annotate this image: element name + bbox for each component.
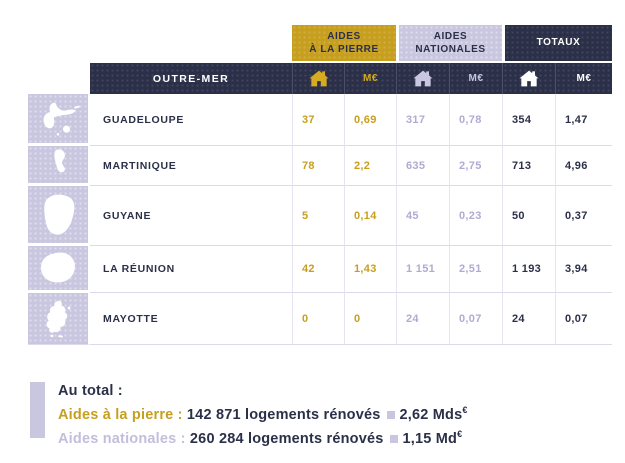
euro-superscript: € — [462, 405, 468, 415]
house-icon — [519, 70, 539, 87]
table-cell: 24 — [502, 293, 555, 345]
totaux-dwellings-column-header — [502, 63, 555, 94]
table-cell: 0,37 — [555, 186, 612, 246]
pierre-amount-column-header: M€ — [344, 63, 396, 94]
table-cell: 1,47 — [555, 94, 612, 146]
unit-label: M€ — [363, 73, 378, 84]
guyane-map-icon — [28, 186, 90, 246]
table-cell: 2,75 — [449, 146, 502, 186]
table-cell: 0,07 — [449, 293, 502, 345]
summary-line-pierre: Aides à la pierre : 142 871 logements ré… — [58, 401, 468, 425]
summary-accent-bar — [30, 382, 45, 438]
table-cell: 42 — [292, 246, 344, 293]
table-row-name: MAYOTTE — [90, 293, 292, 345]
unit-label: M€ — [576, 73, 592, 84]
table-cell: 635 — [396, 146, 449, 186]
house-icon — [308, 70, 329, 87]
summary-title: Au total : — [58, 383, 123, 399]
outre-mer-header: OUTRE-MER — [90, 63, 292, 94]
summary-label-pierre: Aides à la pierre : — [58, 406, 183, 423]
table-cell: 1 151 — [396, 246, 449, 293]
table-cell: 1 193 — [502, 246, 555, 293]
group-label-line: NATIONALES — [415, 44, 486, 55]
table-cell: 0 — [344, 293, 396, 345]
summary-label-nationales: Aides nationales : — [58, 430, 186, 447]
table-row-name: MARTINIQUE — [90, 146, 292, 186]
table-row-name: GUADELOUPE — [90, 94, 292, 146]
group-label-line: À LA PIERRE — [309, 44, 379, 55]
table-cell: 0,14 — [344, 186, 396, 246]
table-cell: 0,07 — [555, 293, 612, 345]
outre-mer-label: OUTRE-MER — [152, 72, 230, 85]
table-cell: 3,94 — [555, 246, 612, 293]
pierre-dwellings-column-header — [292, 63, 344, 94]
table-row-name: GUYANE — [90, 186, 292, 246]
table-cell: 45 — [396, 186, 449, 246]
table-cell: 0 — [292, 293, 344, 345]
euro-superscript: € — [457, 428, 463, 439]
square-separator-icon — [386, 410, 395, 419]
table-cell: 713 — [502, 146, 555, 186]
summary-text-pierre: 142 871 logements rénovés — [186, 406, 381, 423]
table-cell: 5 — [292, 186, 344, 246]
guadeloupe-map-icon — [28, 94, 90, 146]
table-cell: 0,69 — [344, 94, 396, 146]
totaux-amount-column-header: M€ — [555, 63, 612, 94]
summary-text-nationales: 260 284 logements rénovés — [189, 430, 384, 447]
table-cell: 354 — [502, 94, 555, 146]
table-cell: 50 — [502, 186, 555, 246]
table-cell: 2,2 — [344, 146, 396, 186]
column-group-totaux: TOTAUX — [502, 25, 612, 63]
martinique-map-icon — [28, 146, 90, 186]
group-label-line: AIDES — [327, 30, 361, 42]
mayotte-map-icon — [28, 293, 90, 345]
group-label-line: AIDES — [433, 30, 468, 42]
summary-amount-nationales: 1,15 Md — [402, 430, 458, 447]
group-label-line: TOTAUX — [536, 37, 581, 49]
table-cell: 37 — [292, 94, 344, 146]
table-cell: 4,96 — [555, 146, 612, 186]
unit-label: M€ — [468, 73, 484, 84]
table-cell: 0,23 — [449, 186, 502, 246]
table-cell: 78 — [292, 146, 344, 186]
column-group-aides-pierre: AIDES À LA PIERRE — [292, 25, 396, 63]
summary-amount-pierre: 2,62 Mds — [399, 406, 463, 423]
table-row-name: LA RÉUNION — [90, 246, 292, 293]
summary: Au total : Aides à la pierre : 142 871 l… — [30, 382, 468, 449]
table-cell: 2,51 — [449, 246, 502, 293]
nationales-amount-column-header: M€ — [449, 63, 502, 94]
column-group-aides-nationales: AIDES NATIONALES — [396, 25, 502, 63]
table-cell: 0,78 — [449, 94, 502, 146]
summary-line-nationales: Aides nationales : 260 284 logements rén… — [58, 425, 468, 449]
la-reunion-map-icon — [28, 246, 90, 293]
table-cell: 1,43 — [344, 246, 396, 293]
nationales-dwellings-column-header — [396, 63, 449, 94]
table-cell: 24 — [396, 293, 449, 345]
outre-mer-aid-table: AIDES À LA PIERRE AIDES NATIONALES TOTAU… — [28, 25, 612, 345]
square-separator-icon — [389, 434, 398, 443]
house-icon — [413, 70, 433, 87]
table-cell: 317 — [396, 94, 449, 146]
